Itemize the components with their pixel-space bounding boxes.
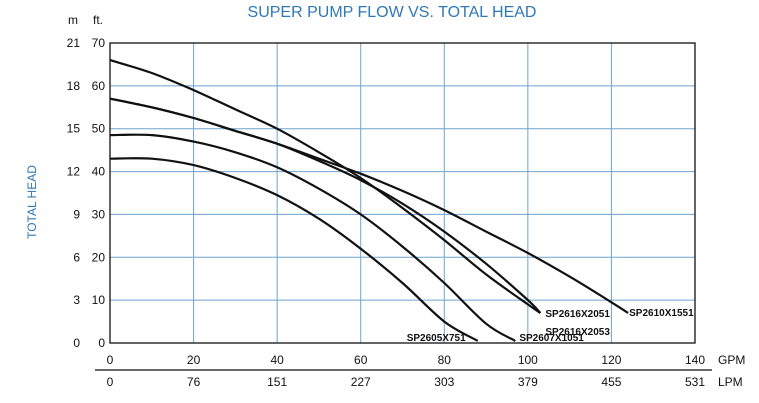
grid (95, 42, 712, 371)
x-tick-label-lpm: 455 (601, 375, 621, 389)
x-tick-label-gpm: 60 (354, 353, 368, 367)
x-tick-label-lpm: 379 (518, 375, 538, 389)
x-tick-label-gpm: 100 (518, 353, 538, 367)
x-tick-label-gpm: 80 (438, 353, 452, 367)
series-label: SP2616X2053 (545, 327, 610, 338)
x-unit-gpm: GPM (718, 353, 745, 367)
x-unit-lpm: LPM (718, 375, 743, 389)
series-line-sp2616x2051 (109, 59, 542, 314)
y-tick-label-ft: 60 (92, 79, 106, 93)
y-tick-label-m: 12 (67, 165, 81, 179)
y-tick-label-m: 9 (73, 207, 80, 221)
series-label: SP2610X1551 (629, 308, 694, 319)
x-tick-label-lpm: 227 (351, 375, 371, 389)
plot-frame (109, 42, 696, 344)
y-tick-label-ft: 30 (92, 207, 106, 221)
series-line-sp2616x2053 (109, 97, 542, 314)
series-lines (109, 59, 629, 342)
x-tick-label-gpm: 120 (601, 353, 621, 367)
y-tick-label-ft: 40 (92, 165, 106, 179)
y-tick-label-ft: 10 (92, 293, 106, 307)
x-tick-label-lpm: 76 (187, 375, 201, 389)
y-tick-label-m: 6 (73, 250, 80, 264)
x-tick-label-lpm: 531 (685, 375, 705, 389)
x-tick-label-lpm: 151 (267, 375, 287, 389)
y-unit-m: m (68, 13, 78, 27)
chart-title: SUPER PUMP FLOW VS. TOTAL HEAD (248, 4, 537, 21)
x-tick-label-lpm: 0 (107, 375, 114, 389)
series-line-sp2610x1551 (109, 97, 629, 314)
x-tick-label-gpm: 40 (270, 353, 284, 367)
series-line-sp2605x751 (109, 157, 479, 342)
x-tick-label-gpm: 0 (107, 353, 114, 367)
y-tick-label-m: 18 (67, 79, 81, 93)
series-label: SP2607X1051 (519, 333, 584, 344)
y-tick-label-m: 3 (73, 293, 80, 307)
series-label: SP2616X2051 (545, 309, 610, 320)
series-label: SP2605X751 (407, 333, 466, 344)
x-tick-label-gpm: 20 (187, 353, 201, 367)
x-tick-label-gpm: 140 (685, 353, 705, 367)
y-tick-label-m: 0 (73, 336, 80, 350)
x-tick-label-lpm: 303 (434, 375, 454, 389)
series-line-sp2607x1051 (109, 133, 516, 342)
y-tick-label-m: 15 (67, 122, 81, 136)
y-tick-label-ft: 70 (92, 36, 106, 50)
y-tick-label-m: 21 (67, 36, 81, 50)
y-tick-label-ft: 20 (92, 250, 106, 264)
y-tick-label-ft: 0 (98, 336, 105, 350)
y-tick-label-ft: 50 (92, 122, 106, 136)
y-axis-label: TOTAL HEAD (25, 165, 39, 239)
y-unit-ft: ft. (93, 13, 103, 27)
